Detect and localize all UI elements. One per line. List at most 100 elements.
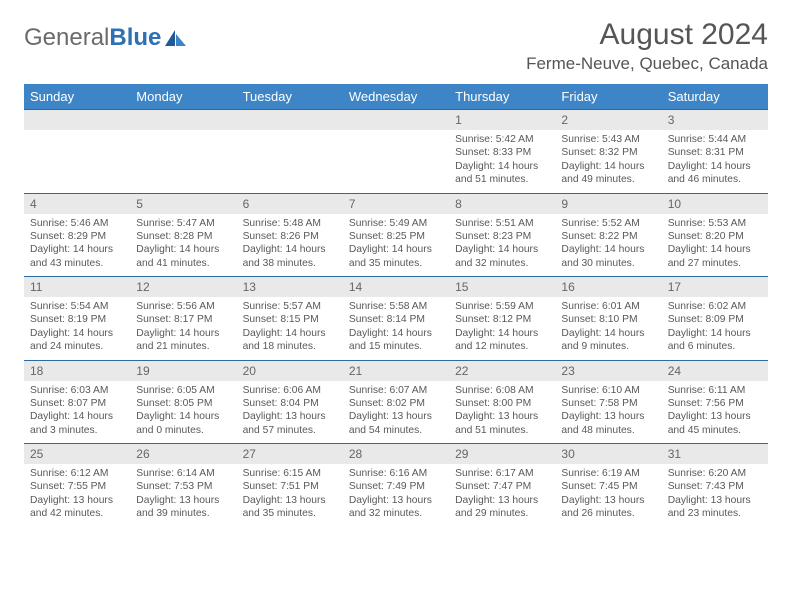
day-number: 24 [662,361,768,381]
calendar-row: 4Sunrise: 5:46 AMSunset: 8:29 PMDaylight… [24,193,768,277]
sunset-text: Sunset: 7:49 PM [349,480,443,493]
calendar-cell: 16Sunrise: 6:01 AMSunset: 8:10 PMDayligh… [555,277,661,361]
sunset-text: Sunset: 8:33 PM [455,146,549,159]
day-body: Sunrise: 6:05 AMSunset: 8:05 PMDaylight:… [130,381,236,444]
calendar-cell: 26Sunrise: 6:14 AMSunset: 7:53 PMDayligh… [130,444,236,527]
calendar-cell: 7Sunrise: 5:49 AMSunset: 8:25 PMDaylight… [343,193,449,277]
day-number: 15 [449,277,555,297]
sunrise-text: Sunrise: 5:44 AM [668,133,762,146]
sunset-text: Sunset: 8:10 PM [561,313,655,326]
daylight-text: Daylight: 14 hours and 9 minutes. [561,327,655,354]
calendar-table: Sunday Monday Tuesday Wednesday Thursday… [24,84,768,527]
daylight-text: Daylight: 13 hours and 42 minutes. [30,494,124,521]
daylight-text: Daylight: 13 hours and 32 minutes. [349,494,443,521]
weekday-header-row: Sunday Monday Tuesday Wednesday Thursday… [24,84,768,110]
day-number: 9 [555,194,661,214]
calendar-cell: 13Sunrise: 5:57 AMSunset: 8:15 PMDayligh… [237,277,343,361]
location: Ferme-Neuve, Quebec, Canada [526,54,768,74]
sunset-text: Sunset: 8:31 PM [668,146,762,159]
day-number-empty [24,110,130,130]
sunset-text: Sunset: 8:26 PM [243,230,337,243]
day-body-empty [24,130,130,190]
sunset-text: Sunset: 7:51 PM [243,480,337,493]
day-number: 10 [662,194,768,214]
calendar-cell: 12Sunrise: 5:56 AMSunset: 8:17 PMDayligh… [130,277,236,361]
sunset-text: Sunset: 7:43 PM [668,480,762,493]
day-body: Sunrise: 5:42 AMSunset: 8:33 PMDaylight:… [449,130,555,193]
sunset-text: Sunset: 8:20 PM [668,230,762,243]
day-number: 21 [343,361,449,381]
sunset-text: Sunset: 8:19 PM [30,313,124,326]
day-body: Sunrise: 6:06 AMSunset: 8:04 PMDaylight:… [237,381,343,444]
sunrise-text: Sunrise: 5:57 AM [243,300,337,313]
day-number: 20 [237,361,343,381]
daylight-text: Daylight: 14 hours and 32 minutes. [455,243,549,270]
daylight-text: Daylight: 14 hours and 51 minutes. [455,160,549,187]
weekday-header: Tuesday [237,84,343,110]
sunrise-text: Sunrise: 6:02 AM [668,300,762,313]
day-body: Sunrise: 6:11 AMSunset: 7:56 PMDaylight:… [662,381,768,444]
day-number-empty [130,110,236,130]
sunrise-text: Sunrise: 6:14 AM [136,467,230,480]
daylight-text: Daylight: 14 hours and 21 minutes. [136,327,230,354]
sunrise-text: Sunrise: 5:59 AM [455,300,549,313]
logo: GeneralBlue [24,18,187,52]
weekday-header: Friday [555,84,661,110]
day-body: Sunrise: 6:07 AMSunset: 8:02 PMDaylight:… [343,381,449,444]
day-number-empty [237,110,343,130]
sunset-text: Sunset: 8:15 PM [243,313,337,326]
sunset-text: Sunset: 8:25 PM [349,230,443,243]
header: GeneralBlue August 2024 Ferme-Neuve, Que… [24,18,768,74]
day-number: 29 [449,444,555,464]
daylight-text: Daylight: 14 hours and 30 minutes. [561,243,655,270]
day-number: 28 [343,444,449,464]
logo-sail-icon [165,28,187,48]
daylight-text: Daylight: 13 hours and 45 minutes. [668,410,762,437]
day-body: Sunrise: 6:08 AMSunset: 8:00 PMDaylight:… [449,381,555,444]
sunrise-text: Sunrise: 6:10 AM [561,384,655,397]
weekday-header: Sunday [24,84,130,110]
day-number: 19 [130,361,236,381]
day-number: 18 [24,361,130,381]
daylight-text: Daylight: 14 hours and 41 minutes. [136,243,230,270]
sunrise-text: Sunrise: 6:12 AM [30,467,124,480]
day-number: 14 [343,277,449,297]
sunrise-text: Sunrise: 5:42 AM [455,133,549,146]
calendar-cell: 30Sunrise: 6:19 AMSunset: 7:45 PMDayligh… [555,444,661,527]
day-number: 8 [449,194,555,214]
calendar-cell: 4Sunrise: 5:46 AMSunset: 8:29 PMDaylight… [24,193,130,277]
calendar-cell: 28Sunrise: 6:16 AMSunset: 7:49 PMDayligh… [343,444,449,527]
daylight-text: Daylight: 13 hours and 35 minutes. [243,494,337,521]
calendar-cell: 29Sunrise: 6:17 AMSunset: 7:47 PMDayligh… [449,444,555,527]
daylight-text: Daylight: 14 hours and 0 minutes. [136,410,230,437]
day-body: Sunrise: 6:16 AMSunset: 7:49 PMDaylight:… [343,464,449,527]
weekday-header: Thursday [449,84,555,110]
sunrise-text: Sunrise: 6:17 AM [455,467,549,480]
sunrise-text: Sunrise: 5:48 AM [243,217,337,230]
day-number: 27 [237,444,343,464]
sunrise-text: Sunrise: 5:54 AM [30,300,124,313]
calendar-cell: 21Sunrise: 6:07 AMSunset: 8:02 PMDayligh… [343,360,449,444]
logo-text-blue: Blue [109,24,161,52]
calendar-row: 11Sunrise: 5:54 AMSunset: 8:19 PMDayligh… [24,277,768,361]
weekday-header: Monday [130,84,236,110]
calendar-cell: 11Sunrise: 5:54 AMSunset: 8:19 PMDayligh… [24,277,130,361]
daylight-text: Daylight: 13 hours and 48 minutes. [561,410,655,437]
sunrise-text: Sunrise: 6:01 AM [561,300,655,313]
weekday-header: Wednesday [343,84,449,110]
calendar-row: 18Sunrise: 6:03 AMSunset: 8:07 PMDayligh… [24,360,768,444]
day-number: 7 [343,194,449,214]
day-number: 26 [130,444,236,464]
day-body: Sunrise: 5:54 AMSunset: 8:19 PMDaylight:… [24,297,130,360]
day-body: Sunrise: 6:14 AMSunset: 7:53 PMDaylight:… [130,464,236,527]
daylight-text: Daylight: 13 hours and 57 minutes. [243,410,337,437]
calendar-cell: 15Sunrise: 5:59 AMSunset: 8:12 PMDayligh… [449,277,555,361]
calendar-cell: 2Sunrise: 5:43 AMSunset: 8:32 PMDaylight… [555,110,661,194]
daylight-text: Daylight: 14 hours and 49 minutes. [561,160,655,187]
sunset-text: Sunset: 8:17 PM [136,313,230,326]
sunset-text: Sunset: 8:28 PM [136,230,230,243]
calendar-cell [237,110,343,194]
daylight-text: Daylight: 14 hours and 12 minutes. [455,327,549,354]
calendar-cell: 1Sunrise: 5:42 AMSunset: 8:33 PMDaylight… [449,110,555,194]
sunset-text: Sunset: 7:45 PM [561,480,655,493]
